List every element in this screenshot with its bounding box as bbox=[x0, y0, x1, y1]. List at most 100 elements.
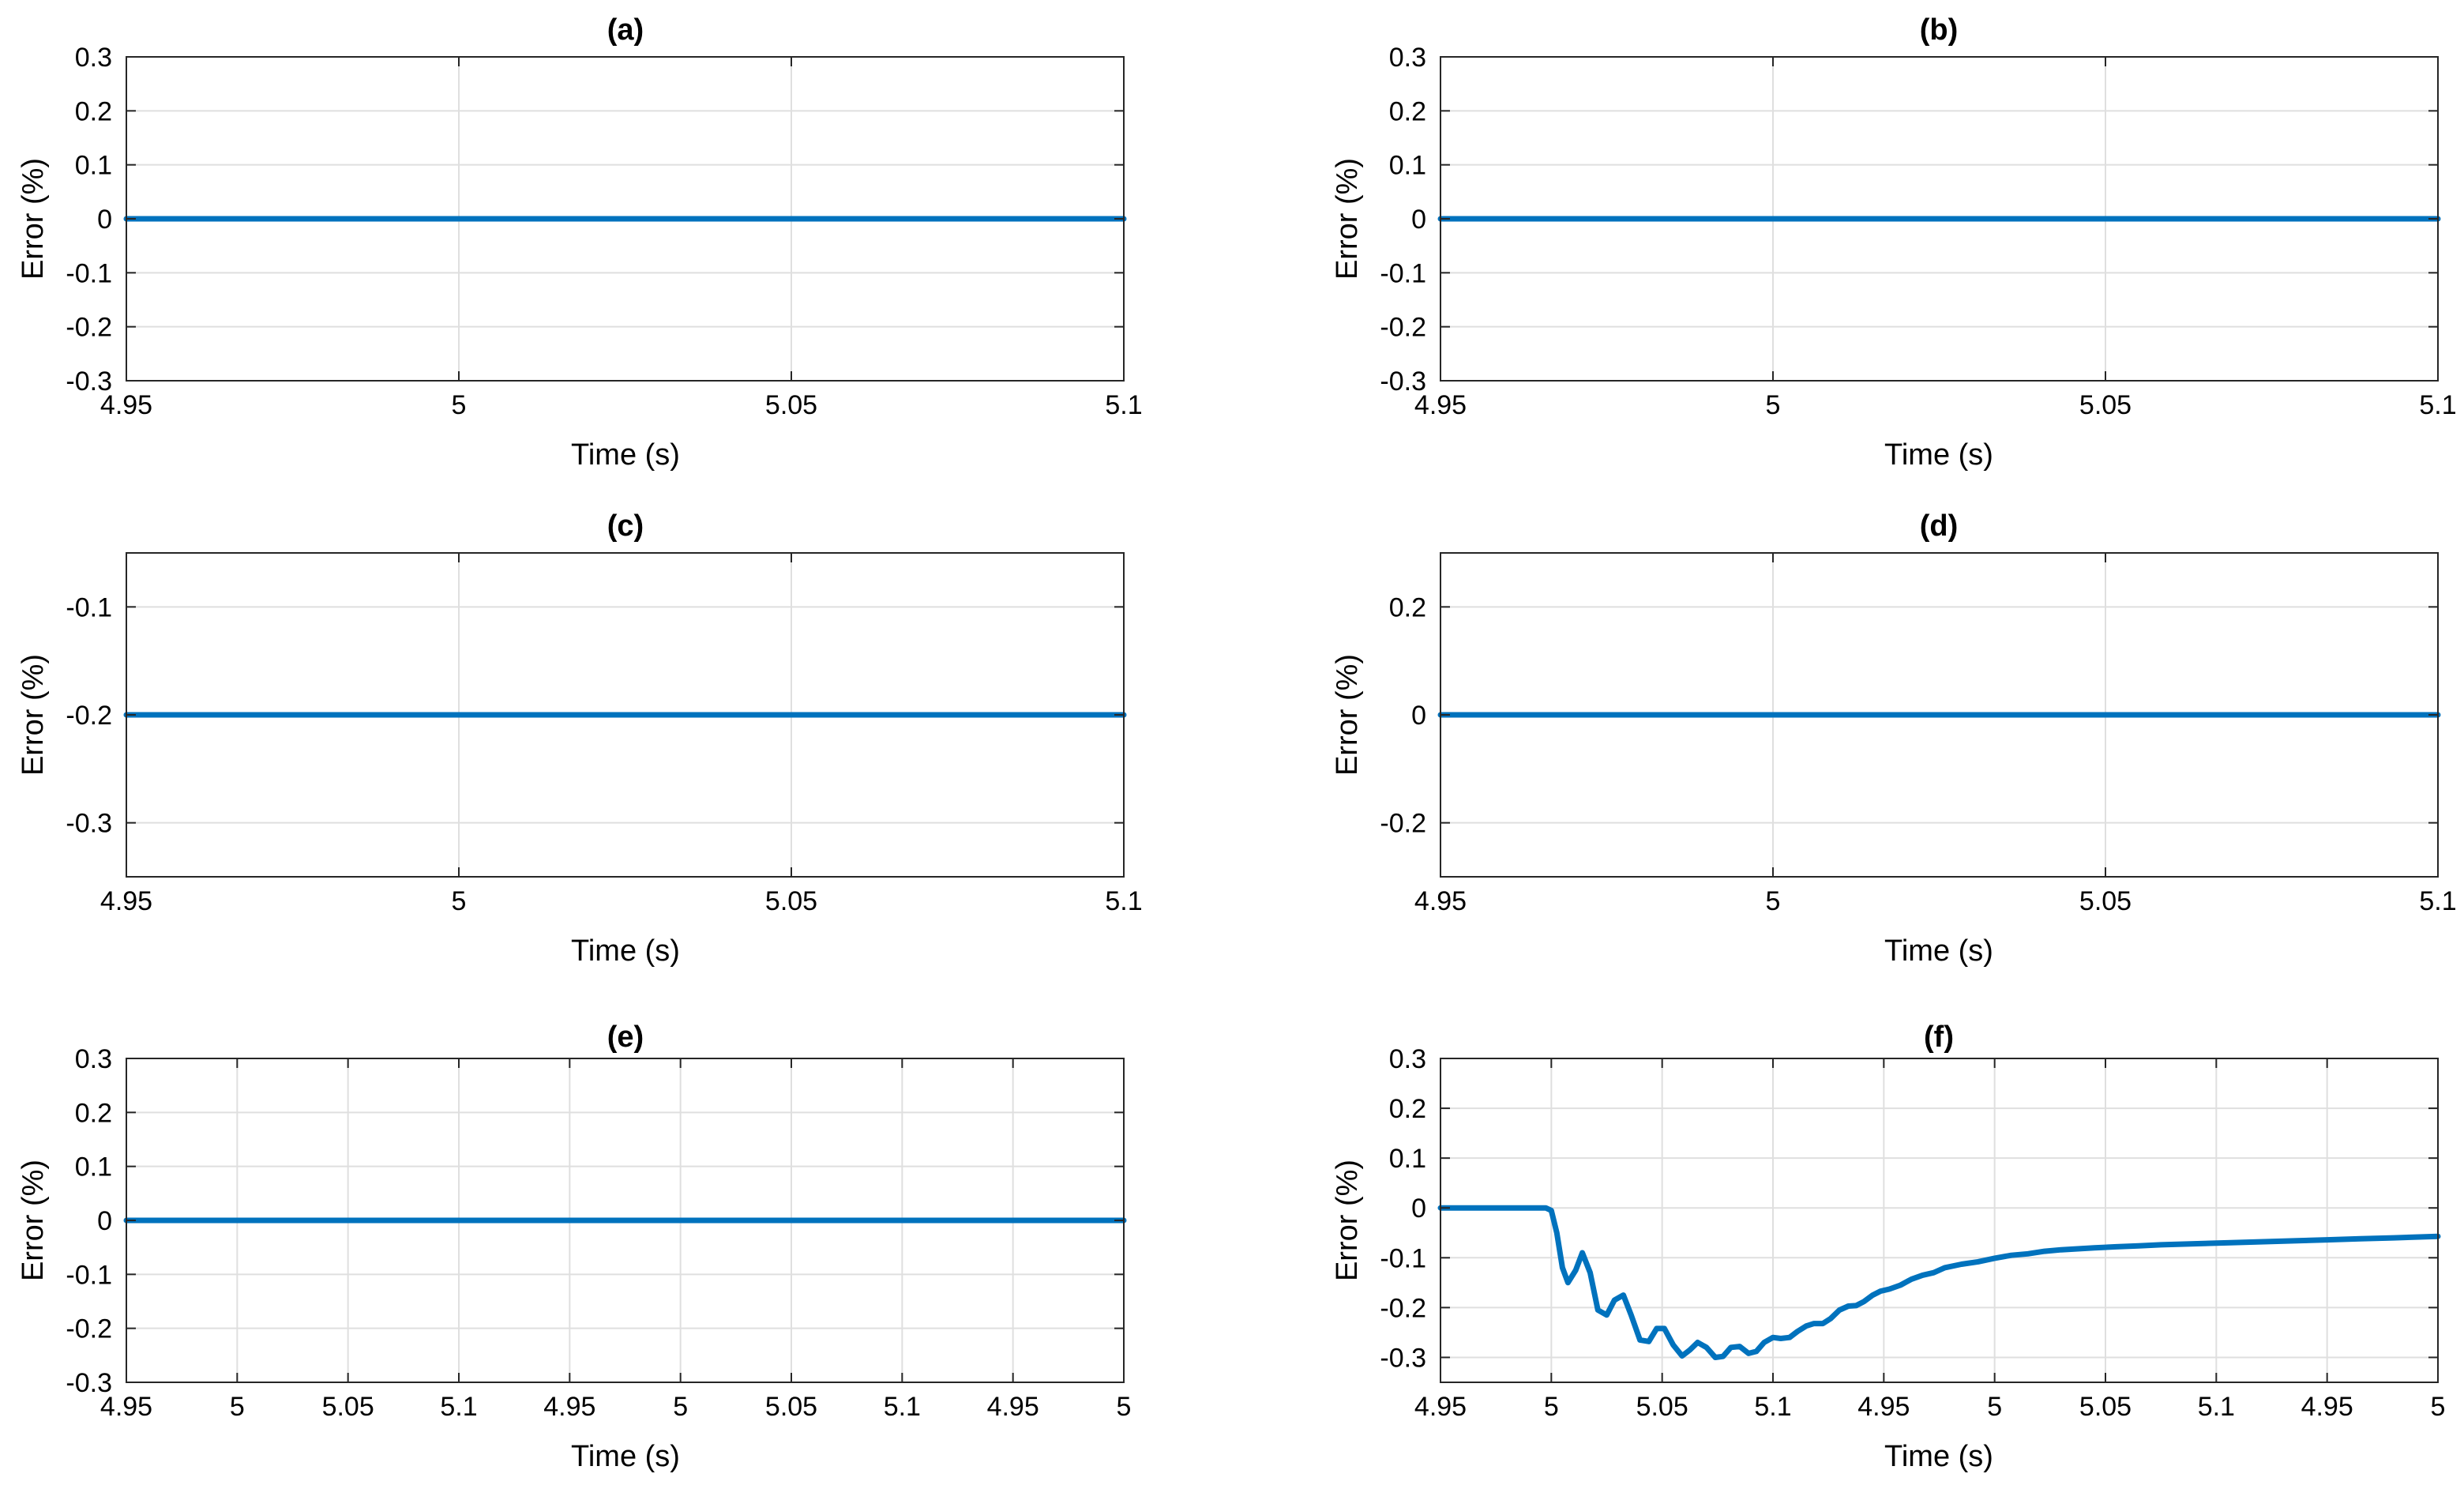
panel-b-y-tick-label: -0.2 bbox=[1380, 313, 1426, 343]
panel-e-title: (e) bbox=[607, 1021, 644, 1054]
panel-f: (f) 4.95 5 5.05 5.1 4.95 5 5.05 5.1 4.95 5 -0.3 -0.… bbox=[1331, 1021, 2445, 1473]
panel-f-axes-box bbox=[1440, 1058, 2439, 1383]
panel-d-ticks: 4.95 5 5.05 5.1 -0.2 0 0.2 bbox=[1380, 553, 2457, 916]
panel-b-y-tick-label: 0.3 bbox=[1389, 43, 1426, 73]
panel-d-x-tick-label: 4.95 bbox=[1414, 886, 1467, 916]
panel-d-y-tick-label: 0.2 bbox=[1389, 592, 1426, 622]
panel-e-ylabel: Error (%) bbox=[17, 1160, 50, 1281]
panel-a-y-tick-label: -0.3 bbox=[66, 367, 112, 397]
panel-f-x-tick-label: 5.05 bbox=[1636, 1392, 1688, 1422]
panel-a: (a) 4.95 5 5.05 5.1 -0.3 -0.2 -0.1 0 0.1 0.2 0.3 T… bbox=[17, 13, 1143, 472]
panel-e-x-tick-label: 4.95 bbox=[987, 1392, 1039, 1422]
panel-b-x-tick-label: 5.1 bbox=[2419, 390, 2456, 420]
panel-f-x-tick-label: 5 bbox=[2431, 1392, 2446, 1422]
panel-c-title: (c) bbox=[607, 509, 644, 543]
panel-d: (d) 4.95 5 5.05 5.1 -0.2 0 0.2 Time (s) Error … bbox=[1331, 509, 2457, 968]
panel-f-ylabel: Error (%) bbox=[1331, 1160, 1364, 1281]
panel-d-title: (d) bbox=[1920, 509, 1959, 543]
panel-a-x-tick-label: 4.95 bbox=[100, 390, 152, 420]
panel-b-y-tick-label: -0.1 bbox=[1380, 258, 1426, 288]
panel-a-y-tick-label: 0.3 bbox=[75, 43, 112, 73]
panel-c-x-tick-label: 5.05 bbox=[765, 886, 817, 916]
panel-c-y-tick-label: -0.3 bbox=[66, 809, 112, 839]
panel-c-x-tick-label: 5.1 bbox=[1105, 886, 1142, 916]
panel-e-x-tick-label: 5 bbox=[230, 1392, 245, 1422]
panel-f-y-tick-label: -0.1 bbox=[1380, 1243, 1426, 1273]
panel-f-x-tick-label: 5.05 bbox=[2079, 1392, 2132, 1422]
panel-a-y-tick-label: 0.1 bbox=[75, 151, 112, 181]
panel-b-y-tick-label: -0.3 bbox=[1380, 367, 1426, 397]
panel-e-x-tick-label: 5.05 bbox=[322, 1392, 374, 1422]
panel-b-y-tick-label: 0.2 bbox=[1389, 96, 1426, 126]
panel-c-ticks: 4.95 5 5.05 5.1 -0.3 -0.2 -0.1 bbox=[66, 553, 1143, 916]
panel-f-x-tick-label: 4.95 bbox=[2301, 1392, 2353, 1422]
panel-a-ticks: 4.95 5 5.05 5.1 -0.3 -0.2 -0.1 0 0.1 0.2 0.3 bbox=[66, 43, 1142, 420]
panel-b-xlabel: Time (s) bbox=[1884, 438, 1993, 472]
panel-e-y-tick-label: 0.3 bbox=[75, 1044, 112, 1074]
panel-f-ticks: 4.95 5 5.05 5.1 4.95 5 5.05 5.1 4.95 5 -0.3 -0.2 -0.… bbox=[1380, 1044, 2445, 1422]
panel-b-x-tick-label: 5 bbox=[1766, 390, 1781, 420]
panel-b-x-tick-label: 4.95 bbox=[1414, 390, 1467, 420]
panel-f-x-tick-label: 5.1 bbox=[2198, 1392, 2235, 1422]
panel-d-ylabel: Error (%) bbox=[1331, 654, 1364, 776]
panel-f-y-tick-label: -0.2 bbox=[1380, 1293, 1426, 1323]
panel-e-x-tick-label: 5.1 bbox=[884, 1392, 921, 1422]
panel-c-ylabel: Error (%) bbox=[17, 654, 50, 776]
panel-c: (c) 4.95 5 5.05 5.1 -0.3 -0.2 -0.1 Time (s) Er… bbox=[17, 509, 1143, 968]
panel-c-x-tick-label: 5 bbox=[452, 886, 467, 916]
panel-f-grid bbox=[1440, 1058, 2438, 1382]
panel-e-y-tick-label: 0.2 bbox=[75, 1098, 112, 1128]
panel-c-xlabel: Time (s) bbox=[571, 934, 680, 968]
panel-a-title: (a) bbox=[607, 13, 644, 47]
panel-e: (e) 4.95 5 5.05 5.1 4.95 5 5.05 5.1 4.95 5 -0.3 -0.… bbox=[17, 1021, 1131, 1473]
panel-f-x-tick-label: 4.95 bbox=[1857, 1392, 1910, 1422]
panel-d-xlabel: Time (s) bbox=[1884, 934, 1993, 968]
panel-b-y-tick-label: 0 bbox=[1411, 205, 1426, 235]
panel-f-xlabel: Time (s) bbox=[1884, 1440, 1993, 1473]
panel-b-y-tick-label: 0.1 bbox=[1389, 151, 1426, 181]
panel-e-xlabel: Time (s) bbox=[571, 1440, 680, 1473]
panel-d-x-tick-label: 5.1 bbox=[2419, 886, 2456, 916]
panel-f-x-tick-label: 4.95 bbox=[1414, 1392, 1467, 1422]
panel-c-x-tick-label: 4.95 bbox=[100, 886, 152, 916]
panel-e-x-tick-label: 5.05 bbox=[765, 1392, 817, 1422]
panel-c-y-tick-label: -0.2 bbox=[66, 701, 112, 731]
panel-f-x-tick-label: 5 bbox=[1987, 1392, 2002, 1422]
panel-b-title: (b) bbox=[1920, 13, 1959, 47]
panel-f-y-tick-label: 0 bbox=[1411, 1194, 1426, 1224]
panel-e-x-tick-label: 5 bbox=[673, 1392, 688, 1422]
panel-f-y-tick-label: -0.3 bbox=[1380, 1343, 1426, 1373]
panel-d-y-tick-label: -0.2 bbox=[1380, 809, 1426, 839]
panel-f-x-tick-label: 5 bbox=[1544, 1392, 1559, 1422]
panel-f-y-tick-label: 0.2 bbox=[1389, 1094, 1426, 1124]
panel-a-y-tick-label: -0.1 bbox=[66, 258, 112, 288]
panel-f-series-line bbox=[1437, 1205, 2441, 1360]
panel-b: (b) 4.95 5 5.05 5.1 -0.3 -0.2 -0.1 0 0.1 0.2 0.3 T… bbox=[1331, 13, 2457, 472]
panel-e-y-tick-label: 0.1 bbox=[75, 1152, 112, 1182]
panel-b-ticks: 4.95 5 5.05 5.1 -0.3 -0.2 -0.1 0 0.1 0.2 0.3 bbox=[1380, 43, 2456, 420]
panel-e-y-tick-label: 0 bbox=[97, 1206, 112, 1236]
panel-f-x-tick-label: 5.1 bbox=[1754, 1392, 1791, 1422]
panel-e-y-tick-label: -0.2 bbox=[66, 1314, 112, 1344]
panel-f-series bbox=[1437, 1205, 2441, 1360]
panel-a-y-tick-label: 0 bbox=[97, 205, 112, 235]
panel-a-y-tick-label: -0.2 bbox=[66, 313, 112, 343]
panel-a-x-tick-label: 5 bbox=[452, 390, 467, 420]
panel-f-plot-area bbox=[1440, 1058, 2438, 1382]
panel-d-x-tick-label: 5.05 bbox=[2079, 886, 2132, 916]
panel-a-x-tick-label: 5.05 bbox=[765, 390, 817, 420]
panel-f-y-tick-label: 0.3 bbox=[1389, 1044, 1426, 1074]
panel-f-title: (f) bbox=[1924, 1021, 1954, 1054]
panel-d-y-tick-label: 0 bbox=[1411, 701, 1426, 731]
panel-a-y-tick-label: 0.2 bbox=[75, 96, 112, 126]
panel-d-x-tick-label: 5 bbox=[1766, 886, 1781, 916]
panel-e-x-tick-label: 4.95 bbox=[100, 1392, 152, 1422]
panel-e-ticks: 4.95 5 5.05 5.1 4.95 5 5.05 5.1 4.95 5 -0.3 -0.2 -0.… bbox=[66, 1044, 1131, 1422]
panel-a-xlabel: Time (s) bbox=[571, 438, 680, 472]
panel-c-y-tick-label: -0.1 bbox=[66, 592, 112, 622]
panel-e-y-tick-label: -0.1 bbox=[66, 1260, 112, 1290]
panel-b-ylabel: Error (%) bbox=[1331, 158, 1364, 280]
panel-e-y-tick-label: -0.3 bbox=[66, 1368, 112, 1398]
panel-f-y-tick-label: 0.1 bbox=[1389, 1144, 1426, 1174]
